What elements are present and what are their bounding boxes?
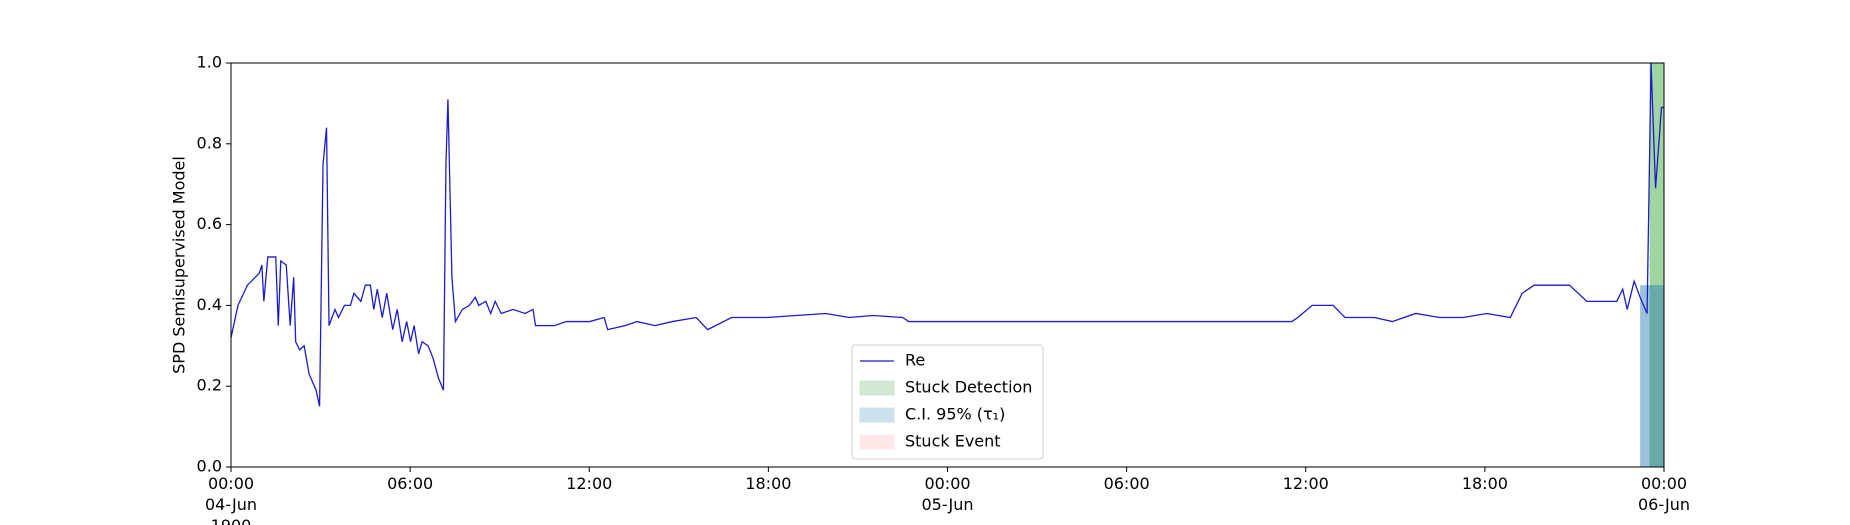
- y-axis-label: SPD Semisupervised Model: [170, 156, 189, 374]
- y-tick-label: 1.0: [197, 53, 222, 72]
- x-tick-label: 06:00: [1103, 474, 1150, 493]
- data-line: [230, 62, 1664, 407]
- legend-swatch: [859, 434, 895, 450]
- y-tick-label: 0.2: [197, 376, 222, 395]
- x-tick-label: 12:00: [1282, 474, 1329, 493]
- legend-label: Stuck Detection: [905, 378, 1032, 397]
- legend-box: [851, 344, 1044, 460]
- plot-frame: [230, 62, 1665, 468]
- x-tick-label: 00:00 05-Jun: [921, 474, 974, 514]
- legend-label: C.I. 95% (τ₁): [905, 405, 1005, 424]
- shaded-region: [1649, 63, 1664, 467]
- y-tick-label: 0.8: [197, 133, 222, 152]
- x-tick-label: 06:00: [387, 474, 434, 493]
- x-tick-label: 18:00: [1461, 474, 1508, 493]
- legend-label: Re: [905, 351, 925, 370]
- y-tick-label: 0.6: [197, 214, 222, 233]
- legend-swatch: [859, 380, 895, 396]
- legend-label: Stuck Event: [905, 432, 1001, 451]
- x-tick-label: 00:00 06-Jun: [1637, 474, 1691, 514]
- x-tick-label: 12:00: [566, 474, 613, 493]
- y-tick-label: 0.0: [197, 457, 222, 476]
- legend-swatch: [859, 407, 895, 423]
- x-tick-label: 18:00: [745, 474, 792, 493]
- x-tick-label: 00:00 04-Jun 1900: [204, 474, 258, 525]
- y-tick-label: 0.4: [197, 295, 222, 314]
- shaded-region: [1640, 285, 1664, 467]
